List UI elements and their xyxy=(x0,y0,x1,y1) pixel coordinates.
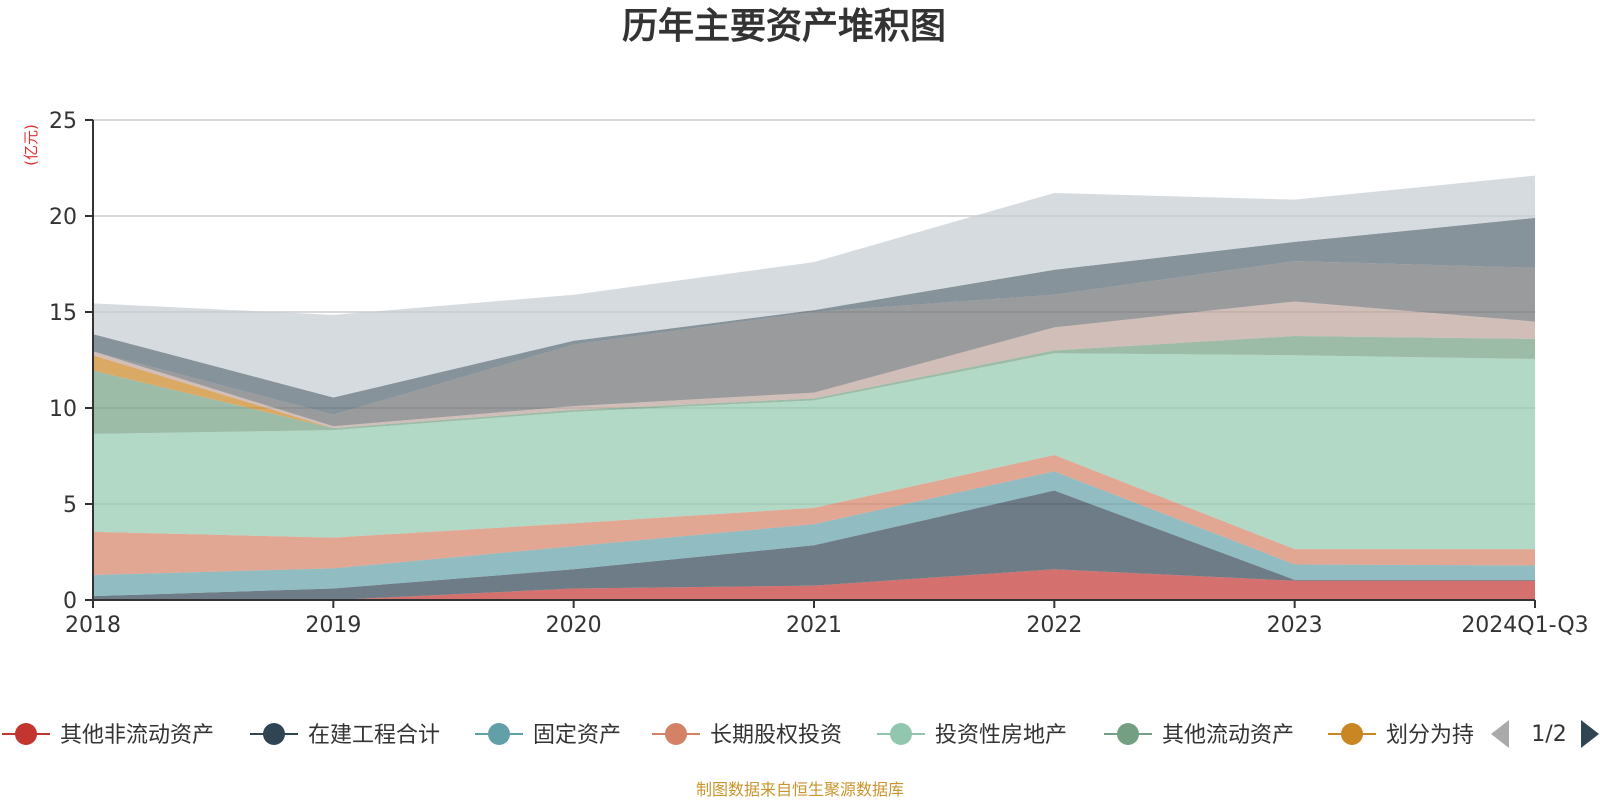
legend-label: 其他流动资产 xyxy=(1162,723,1294,748)
y-tick-label-5: 25 xyxy=(49,109,77,134)
legend-item-3[interactable]: 长期股权投资 xyxy=(652,723,842,748)
legend-label: 划分为持 xyxy=(1386,723,1474,748)
legend-item-4[interactable]: 投资性房地产 xyxy=(877,723,1067,748)
x-tick-label-0: 2018 xyxy=(65,613,121,638)
legend-label: 投资性房地产 xyxy=(935,723,1067,748)
legend-label: 固定资产 xyxy=(533,723,621,748)
x-tick-label-6: 2024Q1-Q3 xyxy=(1461,613,1588,638)
area-series-10 xyxy=(93,175,1535,398)
area-series-8 xyxy=(93,261,1535,427)
area-series-5 xyxy=(93,336,1535,434)
area-series-9 xyxy=(93,217,1535,415)
x-tick-label-1: 2019 xyxy=(305,613,361,638)
legend-item-6[interactable]: 划分为持 xyxy=(1328,723,1474,748)
legend-item-0[interactable]: 其他非流动资产 xyxy=(2,723,214,748)
y-tick-label-2: 10 xyxy=(49,397,77,422)
data-source-note: 制图数据来自恒生聚源数据库 xyxy=(696,780,904,799)
legend-marker-icon xyxy=(263,723,285,745)
x-tick-label-3: 2021 xyxy=(786,613,842,638)
legend-prev-arrow-icon[interactable] xyxy=(1491,720,1509,748)
legend-marker-icon xyxy=(1117,723,1139,745)
x-tick-label-5: 2023 xyxy=(1267,613,1323,638)
area-series-4 xyxy=(93,353,1535,550)
area-series-7 xyxy=(93,301,1535,429)
y-axis-ticks: 0 5 10 15 20 25 xyxy=(49,109,93,614)
legend-label: 在建工程合计 xyxy=(308,723,440,748)
legend-pager: 1/2 xyxy=(1491,720,1599,748)
x-tick-label-4: 2022 xyxy=(1026,613,1082,638)
y-tick-label-1: 5 xyxy=(63,493,77,518)
legend-marker-icon xyxy=(488,723,510,745)
legend-marker-icon xyxy=(15,723,37,745)
y-axis-unit: (亿元) xyxy=(22,124,40,166)
y-tick-label-0: 0 xyxy=(63,589,77,614)
y-tick-label-3: 15 xyxy=(49,301,77,326)
area-series-0 xyxy=(93,569,1535,600)
legend-next-arrow-icon[interactable] xyxy=(1581,720,1599,748)
y-tick-label-4: 20 xyxy=(49,205,77,230)
area-series xyxy=(93,175,1535,600)
area-series-2 xyxy=(93,471,1535,597)
legend-marker-icon xyxy=(1341,723,1363,745)
legend: 其他非流动资产 在建工程合计 固定资产 长期股权投资 投资性房地产 其他流动资产 划分为持 xyxy=(2,723,1474,748)
legend-item-1[interactable]: 在建工程合计 xyxy=(250,723,440,748)
legend-marker-icon xyxy=(890,723,912,745)
legend-page-indicator: 1/2 xyxy=(1531,722,1566,747)
x-tick-label-2: 2020 xyxy=(546,613,602,638)
legend-item-2[interactable]: 固定资产 xyxy=(475,723,621,748)
legend-label: 其他非流动资产 xyxy=(60,723,214,748)
legend-item-5[interactable]: 其他流动资产 xyxy=(1104,723,1294,748)
area-series-3 xyxy=(93,455,1535,576)
x-axis-ticks: 2018 2019 2020 2021 2022 2023 2024Q1-Q3 xyxy=(65,600,1589,638)
legend-label: 长期股权投资 xyxy=(710,723,842,748)
legend-marker-icon xyxy=(665,723,687,745)
chart-title: 历年主要资产堆积图 xyxy=(622,6,946,47)
